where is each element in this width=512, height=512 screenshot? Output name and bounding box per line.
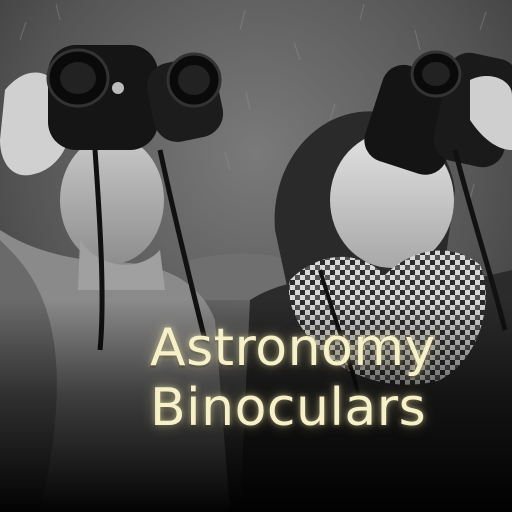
- title-line-1: Astronomy: [150, 318, 436, 378]
- right-hand: [470, 75, 512, 150]
- title-line-2: Binoculars: [150, 378, 427, 438]
- bottom-shadow: [0, 300, 512, 512]
- left-binoculars-icon: [46, 45, 224, 150]
- left-face: [60, 136, 164, 264]
- title-overlay: Astronomy Binoculars: [150, 318, 500, 438]
